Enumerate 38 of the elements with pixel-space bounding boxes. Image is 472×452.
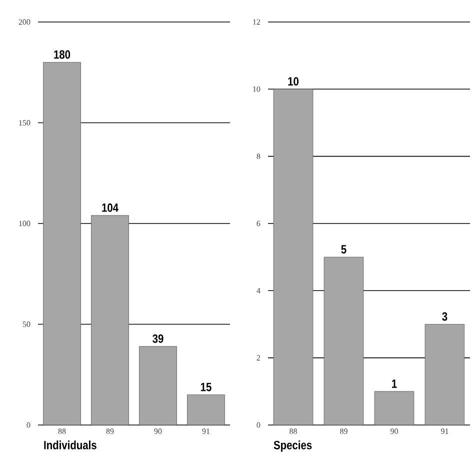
y-tick-label: 0 xyxy=(26,422,30,428)
x-axis-title: Species xyxy=(274,440,312,452)
bar xyxy=(91,215,129,425)
y-tick-label: 0 xyxy=(256,422,260,428)
data-label: 5 xyxy=(341,245,346,254)
x-tick-label: 91 xyxy=(440,428,448,434)
y-tick-label: 6 xyxy=(256,220,260,226)
y-tick-label: 100 xyxy=(19,220,30,226)
x-tick-label: 90 xyxy=(390,428,398,434)
y-tick-label: 150 xyxy=(19,120,30,126)
y-tick-label: 4 xyxy=(256,288,260,294)
data-label: 104 xyxy=(102,203,118,212)
data-label: 3 xyxy=(442,312,448,321)
y-tick-label: 8 xyxy=(256,154,260,160)
data-label: 1 xyxy=(392,380,397,388)
y-tick-label: 200 xyxy=(18,19,30,25)
y-tick-label: 50 xyxy=(22,322,30,327)
x-tick-label: 91 xyxy=(202,428,210,434)
x-axis-title: Individuals xyxy=(44,440,96,450)
bar xyxy=(324,256,364,425)
x-tick-label: 90 xyxy=(154,428,162,434)
data-label: 39 xyxy=(152,334,164,343)
bar xyxy=(43,62,81,425)
x-tick-label: 89 xyxy=(340,428,348,434)
bar xyxy=(139,346,177,425)
y-tick-label: 12 xyxy=(253,19,260,25)
bar xyxy=(424,324,465,425)
data-label: 15 xyxy=(200,382,212,392)
x-tick-label: 89 xyxy=(106,428,114,434)
bar xyxy=(374,391,414,425)
x-tick-label: 88 xyxy=(290,428,297,434)
y-tick-label: 2 xyxy=(256,355,260,360)
y-tick-label: 10 xyxy=(253,86,260,92)
bar xyxy=(273,88,314,425)
bar xyxy=(187,394,225,425)
data-label: 10 xyxy=(288,77,298,86)
data-label: 180 xyxy=(54,50,70,59)
x-tick-label: 88 xyxy=(58,428,66,434)
